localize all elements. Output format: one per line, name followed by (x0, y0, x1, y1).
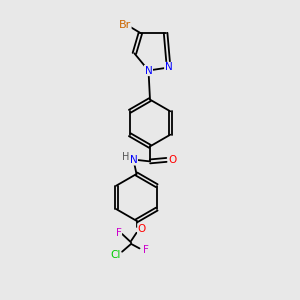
Text: F: F (116, 227, 122, 238)
Text: Br: Br (119, 20, 131, 30)
Text: N: N (130, 155, 137, 165)
Text: N: N (145, 65, 152, 76)
Text: O: O (168, 155, 177, 165)
Text: O: O (138, 224, 146, 234)
Text: F: F (142, 245, 148, 255)
Text: N: N (165, 62, 172, 73)
Text: H: H (122, 152, 129, 163)
Text: Cl: Cl (110, 250, 120, 260)
